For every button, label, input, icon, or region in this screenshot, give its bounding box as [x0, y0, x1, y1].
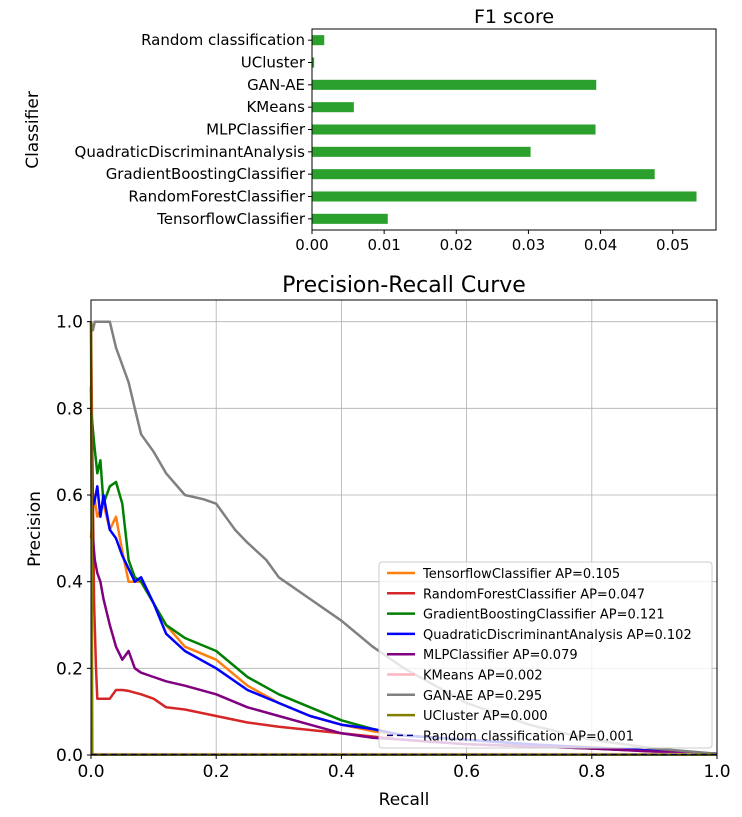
pr-ytick-label-0: 0.0	[56, 746, 83, 766]
bar-xtick-label-0: 0.00	[295, 236, 328, 254]
pr-xtick-label-2: 0.4	[328, 762, 355, 782]
bar-chart-ylabel: Classifier	[23, 91, 43, 169]
bar-ytick-label-1: UCluster	[241, 54, 306, 72]
bar-ytick-label-4: MLPClassifier	[206, 121, 306, 139]
pr-legend-label-4: MLPClassifier AP=0.079	[423, 648, 578, 663]
pr-legend-label-5: KMeans AP=0.002	[423, 669, 543, 684]
bar-6	[312, 169, 655, 180]
bar-7	[312, 191, 697, 202]
pr-xtick-label-3: 0.6	[453, 762, 480, 782]
bar-ytick-label-2: GAN-AE	[247, 76, 305, 94]
pr-chart-y-ticks: 0.0 0.2 0.4 0.6 0.8 1.0	[56, 313, 91, 766]
bar-chart-x-ticks: 0.00 0.01 0.02 0.03 0.04 0.05	[295, 230, 689, 254]
pr-chart-xlabel: Recall	[379, 790, 430, 810]
bar-layer	[312, 35, 697, 224]
pr-ytick-label-3: 0.6	[56, 486, 83, 506]
bar-3	[312, 102, 354, 113]
bar-4	[312, 124, 596, 135]
bar-ytick-label-0: Random classification	[141, 31, 305, 49]
pr-legend-label-7: UCluster AP=0.000	[423, 709, 548, 724]
bar-8	[312, 213, 388, 224]
pr-ytick-label-4: 0.8	[56, 399, 83, 419]
bar-2	[312, 79, 597, 90]
pr-xtick-label-5: 1.0	[703, 762, 730, 782]
pr-legend-label-8: Random classification AP=0.001	[423, 729, 634, 744]
pr-ytick-label-1: 0.2	[56, 659, 83, 679]
pr-chart-ylabel: Precision	[25, 491, 45, 567]
pr-legend-label-6: GAN-AE AP=0.295	[423, 689, 542, 704]
pr-xtick-label-4: 0.8	[578, 762, 605, 782]
bar-ytick-label-3: KMeans	[246, 98, 305, 116]
pr-legend: TensorflowClassifier AP=0.105 RandomFores…	[378, 561, 713, 749]
pr-legend-label-3: QuadraticDiscriminantAnalysis AP=0.102	[423, 628, 692, 643]
bar-1	[312, 57, 315, 68]
bar-ytick-label-7: RandomForestClassifier	[128, 188, 305, 206]
bar-ytick-label-5: QuadraticDiscriminantAnalysis	[75, 143, 306, 161]
bar-0	[312, 35, 325, 46]
bar-xtick-label-2: 0.02	[440, 236, 473, 254]
pr-legend-label-0: TensorflowClassifier AP=0.105	[422, 567, 620, 582]
pr-legend-label-1: RandomForestClassifier AP=0.047	[423, 587, 645, 602]
pr-chart-frame	[90, 299, 718, 756]
pr-chart-title: Precision-Recall Curve	[282, 273, 526, 298]
bar-xtick-label-4: 0.04	[584, 236, 617, 254]
pr-ytick-label-2: 0.4	[56, 573, 83, 593]
pr-xtick-label-0: 0.0	[77, 762, 104, 782]
bar-xtick-label-3: 0.03	[512, 236, 545, 254]
pr-legend-label-2: GradientBoostingClassifier AP=0.121	[423, 608, 665, 623]
bar-ytick-label-6: GradientBoostingClassifier	[106, 165, 306, 183]
pr-xtick-label-1: 0.2	[203, 762, 230, 782]
bar-xtick-label-5: 0.05	[656, 236, 689, 254]
pr-curve-chart: Precision-Recall Curve Recall Precision …	[25, 273, 731, 810]
bar-xtick-label-1: 0.01	[367, 236, 400, 254]
f1-bar-chart: F1 score Classifier Random classificatio…	[23, 6, 717, 254]
bar-5	[312, 146, 531, 157]
pr-chart-x-ticks: 0.0 0.2 0.4 0.6 0.8 1.0	[77, 755, 731, 782]
pr-legend-box	[378, 561, 713, 749]
bar-chart-y-ticks: Random classification UCluster GAN-AE KMean…	[75, 31, 312, 228]
pr-ytick-label-5: 1.0	[56, 313, 83, 333]
bar-ytick-label-8: TensorflowClassifier	[156, 210, 306, 228]
bar-chart-title: F1 score	[474, 6, 554, 28]
